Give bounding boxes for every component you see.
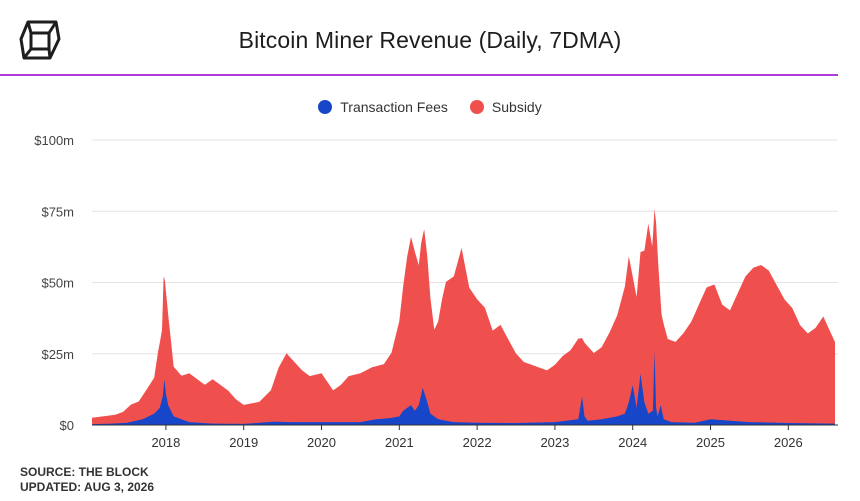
header-divider [0,74,838,76]
legend-label-subsidy: Subsidy [491,99,542,115]
y-tick-label: $25m [41,347,74,362]
x-tick-label: 2023 [540,435,569,450]
x-tick-label: 2018 [151,435,180,450]
series-area-subsidy [92,208,835,425]
updated-note: UPDATED: AUG 3, 2026 [20,480,155,494]
chart-title: Bitcoin Miner Revenue (Daily, 7DMA) [238,27,622,53]
y-tick-label: $100m [34,133,74,148]
legend-item-subsidy[interactable]: Subsidy [469,99,542,115]
y-tick-label: $75m [41,204,74,219]
legend-swatch-fees [318,100,333,114]
x-tick-label: 2025 [696,435,725,450]
x-tick-label: 2024 [618,435,647,450]
legend-swatch-subsidy [469,100,484,114]
series-area-transaction-fees [92,350,835,425]
the-block-cube-icon [19,20,61,60]
chart-legend: Transaction Fees Subsidy [0,99,860,115]
x-tick-label: 2020 [307,435,336,450]
legend-label-fees: Transaction Fees [340,99,448,115]
revenue-area-chart: $0 $25m $50m $75m $100m 2018 2019 2020 2021 2022 2… [34,133,838,450]
legend-item-transaction-fees[interactable]: Transaction Fees [318,99,448,115]
x-tick-label: 2026 [774,435,803,450]
source-note: SOURCE: THE BLOCK [20,465,149,479]
y-tick-label: $0 [60,418,74,433]
x-tick-label: 2019 [229,435,258,450]
x-tick-label: 2021 [385,435,414,450]
y-tick-label: $50m [41,276,74,291]
chart-footer: SOURCE: THE BLOCK UPDATED: AUG 3, 2026 [20,465,154,495]
x-tick-label: 2022 [463,435,492,450]
